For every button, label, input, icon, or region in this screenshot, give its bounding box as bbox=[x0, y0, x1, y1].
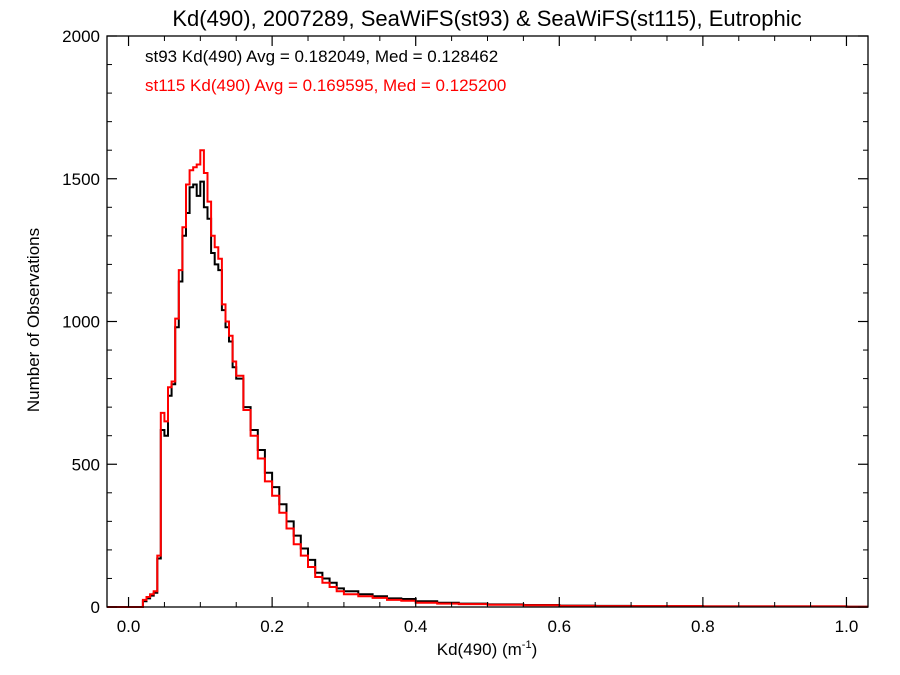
series-st115-histogram-line bbox=[107, 149, 868, 608]
x-tick-label: 0.0 bbox=[117, 617, 141, 636]
y-tick-label: 0 bbox=[91, 598, 100, 617]
x-tick-label: 1.0 bbox=[835, 617, 859, 636]
x-tick-label: 0.6 bbox=[547, 617, 571, 636]
st93-stats-annotation: st93 Kd(490) Avg = 0.182049, Med = 0.128… bbox=[145, 47, 498, 66]
series-st93-histogram-line bbox=[107, 180, 868, 608]
chart-title: Kd(490), 2007289, SeaWiFS(st93) & SeaWiF… bbox=[172, 6, 801, 31]
y-tick-label: 1500 bbox=[62, 170, 100, 189]
x-axis-label: Kd(490) (m-1) bbox=[437, 639, 537, 659]
y-tick-label: 1000 bbox=[62, 313, 100, 332]
x-axis-label-close: ) bbox=[532, 640, 538, 659]
x-tick-label: 0.2 bbox=[260, 617, 284, 636]
plot-frame bbox=[106, 35, 869, 608]
y-tick-label: 2000 bbox=[62, 27, 100, 46]
y-axis-label: Number of Observations bbox=[24, 228, 43, 412]
x-tick-label: 0.4 bbox=[404, 617, 428, 636]
x-axis-label-main: Kd(490) (m bbox=[437, 640, 522, 659]
plot-area: 0.0 0.2 0.4 0.6 0.8 1.0 0 500 1000 1500 2000 bbox=[62, 27, 869, 636]
x-axis-label-superscript: -1 bbox=[522, 639, 532, 651]
y-tick-label: 500 bbox=[72, 455, 100, 474]
st115-stats-annotation: st115 Kd(490) Avg = 0.169595, Med = 0.12… bbox=[145, 76, 506, 95]
x-tick-label: 0.8 bbox=[691, 617, 715, 636]
